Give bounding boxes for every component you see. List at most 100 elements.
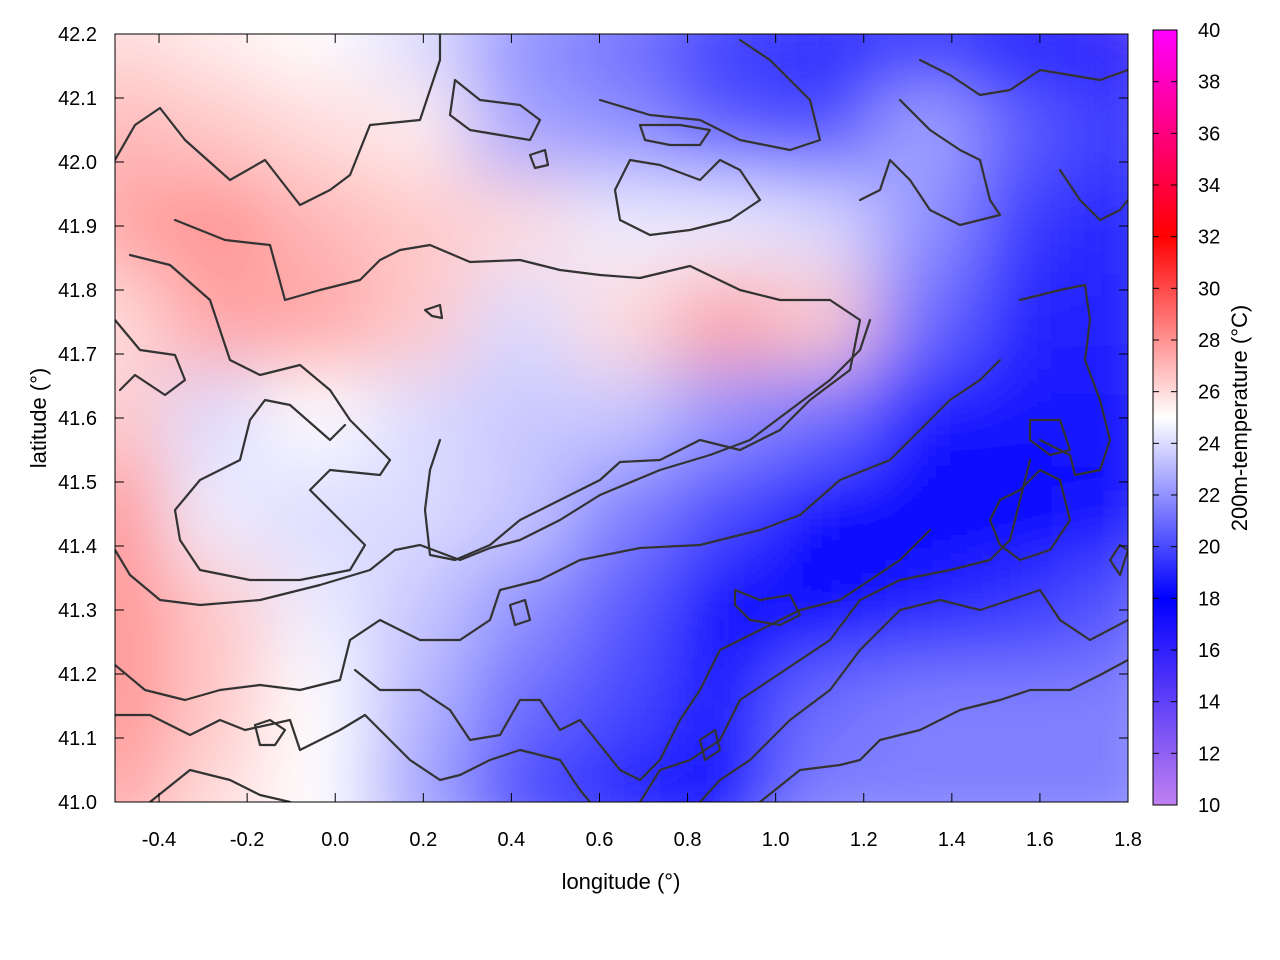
y-tick-label: 41.6 — [58, 408, 97, 430]
y-tick-label: 41.3 — [58, 600, 97, 622]
heatmap-cell — [164, 657, 268, 755]
heatmap-cell — [873, 273, 978, 371]
heatmap-cell — [569, 561, 674, 659]
colorbar-tick-label: 18 — [1198, 588, 1220, 610]
heatmap-cell — [569, 34, 674, 83]
contour-lines — [115, 34, 1128, 802]
x-tick-label: 1.2 — [850, 829, 878, 851]
x-tick-label: 1.8 — [1114, 829, 1142, 851]
heatmap-cell — [468, 34, 572, 83]
colorbar-tick-label: 20 — [1198, 537, 1220, 559]
heatmap-cell — [671, 177, 775, 275]
contour-line — [733, 588, 802, 627]
heatmap-cell — [772, 657, 876, 755]
y-tick-label: 41.4 — [58, 536, 97, 558]
y-tick-label: 42.1 — [58, 88, 97, 110]
heatmap-cell — [671, 369, 775, 467]
x-tick-label: 1.6 — [1026, 829, 1054, 851]
heatmap-cell — [569, 81, 674, 179]
contour-line — [353, 528, 932, 782]
y-tick-label: 41.5 — [58, 472, 97, 494]
heatmap-cell — [975, 561, 1079, 659]
contour-line — [698, 588, 1128, 802]
colorbar-tick-label: 28 — [1198, 330, 1220, 352]
contour-line — [1018, 283, 1112, 477]
colorbar-tick-label: 36 — [1198, 123, 1220, 145]
heatmap-cell — [367, 369, 471, 467]
heatmap-cell — [569, 273, 674, 371]
heatmap-cell — [671, 465, 775, 563]
x-tick-label: 1.0 — [762, 829, 790, 851]
y-axis-ticks: 41.0 41.1 41.2 41.3 41.4 41.5 41.6 41.7 41.8 41.9… — [58, 24, 1128, 814]
colorbar-tick-label: 14 — [1198, 692, 1220, 714]
contour-line — [115, 713, 592, 802]
heatmap-cell — [772, 34, 876, 83]
contour-line — [115, 318, 872, 607]
heatmap-cell — [468, 273, 572, 371]
heatmap-cell — [367, 34, 471, 83]
x-axis-title: longitude (°) — [562, 869, 681, 894]
contour-line — [1058, 168, 1128, 222]
x-tick-label: 0.2 — [409, 829, 437, 851]
y-tick-label: 41.1 — [58, 728, 97, 750]
heatmap-cell — [671, 657, 775, 755]
heatmap-cell — [569, 657, 674, 755]
heatmap-cell — [671, 561, 775, 659]
heatmap-cell — [468, 657, 572, 755]
contour-line — [1028, 418, 1072, 457]
contour-line — [128, 253, 392, 582]
x-tick-label: 0.4 — [497, 829, 525, 851]
heatmap-cell — [468, 177, 572, 275]
heatmap-cell — [367, 465, 471, 563]
contour-line — [613, 158, 762, 237]
colorbar-ticks: 10 12 14 16 18 20 22 24 26 28 30 32 34 36 38 40 — [1153, 20, 1220, 817]
heatmap-cell — [367, 561, 471, 659]
x-tick-label: 1.4 — [938, 829, 966, 851]
y-tick-label: 42.2 — [58, 24, 97, 46]
contour-line — [1108, 543, 1128, 577]
contour-line — [698, 728, 722, 762]
heatmap-cell — [367, 657, 471, 755]
heatmap-cell — [772, 465, 876, 563]
heatmap-cell — [115, 465, 167, 563]
heatmap-cell — [164, 561, 268, 659]
colorbar-tick-label: 34 — [1198, 175, 1220, 197]
heatmap-cell — [115, 753, 167, 802]
colorbar-tick-label: 10 — [1198, 795, 1220, 817]
heatmap-cell — [164, 465, 268, 563]
contour-line — [115, 318, 187, 397]
heatmap-cell — [265, 34, 370, 83]
heatmap-cell — [671, 34, 775, 83]
y-tick-label: 41.9 — [58, 216, 97, 238]
y-tick-label: 42.0 — [58, 152, 97, 174]
heatmap-cell — [569, 369, 674, 467]
heatmap-cell — [265, 465, 370, 563]
x-tick-label: 0.0 — [321, 829, 349, 851]
heatmap-cell — [1076, 753, 1128, 802]
y-tick-label: 41.7 — [58, 344, 97, 366]
heatmap-cell — [671, 81, 775, 179]
heatmap-cell — [975, 81, 1079, 179]
heatmap-cell — [367, 81, 471, 179]
heatmap-cell — [873, 561, 978, 659]
heatmap-cell — [975, 753, 1079, 802]
heatmap-cell — [115, 81, 167, 179]
heatmap-cell — [265, 753, 370, 802]
contour-line — [423, 303, 444, 320]
colorbar-tick-label: 22 — [1198, 485, 1220, 507]
heatmap-cell — [164, 81, 268, 179]
heatmap-cell — [468, 561, 572, 659]
heatmap-cell — [265, 81, 370, 179]
colorbar: 10 12 14 16 18 20 22 24 26 28 30 32 34 36 38 40 200m-te… — [1152, 20, 1252, 817]
x-tick-label: -0.2 — [230, 829, 264, 851]
heatmap-cell — [873, 369, 978, 467]
contour-line — [638, 123, 712, 147]
contour-line — [508, 598, 532, 627]
contour-line — [858, 98, 1002, 227]
y-tick-label: 41.2 — [58, 664, 97, 686]
heatmap-cell — [873, 465, 978, 563]
heatmap-cell — [975, 657, 1079, 755]
heatmap-cell — [468, 81, 572, 179]
heatmap-cell — [569, 465, 674, 563]
